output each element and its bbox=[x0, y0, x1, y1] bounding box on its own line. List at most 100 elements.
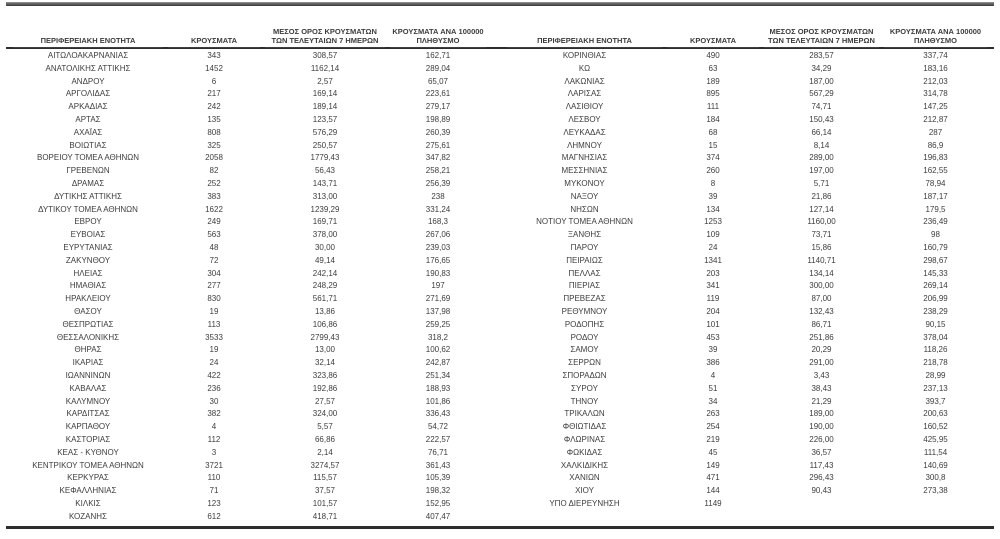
cell-7day-average: 300,00 bbox=[809, 281, 834, 291]
cell-per-100k: 271,69 bbox=[425, 294, 451, 304]
cell-7day-average: 2,14 bbox=[317, 447, 333, 457]
cell-7day-average: 5,57 bbox=[317, 422, 333, 432]
column-header-per-100k: ΚΡΟΥΣΜΑΤΑ ΑΝΑ 100000 ΠΛΗΘΥΣΜΟ bbox=[390, 22, 486, 48]
cell-7day-average: 561,71 bbox=[312, 294, 338, 304]
cell-per-100k: 218,78 bbox=[923, 358, 948, 368]
cell-region: ΑΧΑΪΑΣ bbox=[73, 127, 103, 137]
cell-7day-average: 8,14 bbox=[813, 140, 830, 150]
cell-7day-average: 143,71 bbox=[312, 178, 338, 188]
cell-per-100k: 162,55 bbox=[923, 166, 948, 176]
cell-region: ΜΕΣΣΗΝΙΑΣ bbox=[561, 166, 608, 176]
cell-per-100k: 242,87 bbox=[425, 358, 451, 368]
cell-cases: 382 bbox=[207, 409, 221, 419]
cell-region: ΔΥΤΙΚΗΣ ΑΤΤΙΚΗΣ bbox=[54, 191, 122, 201]
table-row: ΚΕΑΣ - ΚΥΘΝΟΥ 3 2,14 76,71 bbox=[13, 447, 486, 460]
cell-7day-average: 15,86 bbox=[811, 242, 832, 252]
cell-region: ΕΥΒΟΙΑΣ bbox=[70, 230, 106, 240]
cell-cases: 39 bbox=[708, 191, 718, 201]
cell-cases: 71 bbox=[209, 486, 219, 496]
cell-region: ΞΑΝΘΗΣ bbox=[567, 230, 602, 240]
cell-7day-average: 123,57 bbox=[312, 114, 338, 124]
table-row: ΑΡΤΑΣ 135 123,57 198,89 bbox=[13, 114, 486, 127]
cell-region: ΣΠΟΡΑΔΩΝ bbox=[562, 370, 607, 380]
cell-7day-average bbox=[764, 498, 879, 511]
cell-region: ΕΒΡΟΥ bbox=[74, 217, 102, 227]
column-header-cases: ΚΡΟΥΣΜΑΤΑ bbox=[667, 22, 759, 48]
cell-cases: 112 bbox=[207, 434, 221, 444]
table-row: ΗΡΑΚΛΕΙΟΥ 830 561,71 271,69 bbox=[13, 293, 486, 306]
table-row: ΘΕΣΣΑΛΟΝΙΚΗΣ 3533 2799,43 318,2 bbox=[13, 332, 486, 345]
cell-region: ΗΡΑΚΛΕΙΟΥ bbox=[65, 294, 111, 304]
cell-7day-average: 86,71 bbox=[811, 319, 832, 329]
cell-7day-average: 1779,43 bbox=[310, 153, 340, 163]
cell-per-100k: 273,38 bbox=[923, 486, 948, 496]
cell-7day-average: 106,86 bbox=[312, 319, 338, 329]
table-row: ΦΩΚΙΔΑΣ 45 36,57 111,54 bbox=[507, 447, 987, 460]
cell-cases: 453 bbox=[706, 332, 720, 342]
cell-region: ΛΕΣΒΟΥ bbox=[568, 114, 601, 124]
cell-cases: 304 bbox=[207, 268, 221, 278]
table-row: ΚΕΝΤΡΙΚΟΥ ΤΟΜΕΑ ΑΘΗΝΩΝ 3721 3274,57 361,… bbox=[13, 460, 486, 473]
cell-7day-average: 324,00 bbox=[312, 409, 338, 419]
cell-7day-average: 2,57 bbox=[317, 76, 333, 86]
column-header-region: ΠΕΡΙΦΕΡΕΙΑΚΗ ΕΝΟΤΗΤΑ bbox=[507, 22, 662, 48]
cell-cases: 242 bbox=[207, 102, 221, 112]
table-row: ΡΕΘΥΜΝΟΥ 204 132,43 238,29 bbox=[507, 306, 987, 319]
cell-cases: 260 bbox=[706, 166, 720, 176]
cell-cases: 6 bbox=[211, 76, 217, 86]
cell-cases: 123 bbox=[207, 498, 221, 508]
cell-7day-average: 242,14 bbox=[312, 268, 338, 278]
cell-cases: 386 bbox=[706, 358, 720, 368]
cell-region: ΒΟΡΕΙΟΥ ΤΟΜΕΑ ΑΘΗΝΩΝ bbox=[36, 153, 140, 163]
cell-region: ΦΘΙΩΤΙΔΑΣ bbox=[562, 422, 607, 432]
cell-per-100k: 105,39 bbox=[425, 473, 451, 483]
table-row: ΝΑΞΟΥ 39 21,86 187,17 bbox=[507, 191, 987, 204]
table-row: ΛΑΚΩΝΙΑΣ 189 187,00 212,03 bbox=[507, 76, 987, 89]
cell-per-100k: 188,93 bbox=[425, 383, 451, 393]
cell-cases: 51 bbox=[708, 383, 718, 393]
table-body-left: ΑΙΤΩΛΟΑΚΑΡΝΑΝΙΑΣ 343 308,57 162,71 ΑΝΑΤΟ… bbox=[13, 48, 486, 523]
cell-per-100k: 289,04 bbox=[425, 63, 451, 73]
column-header-per-100k: ΚΡΟΥΣΜΑΤΑ ΑΝΑ 100000 ΠΛΗΘΥΣΜΟ bbox=[884, 22, 987, 48]
cell-7day-average: 87,00 bbox=[811, 294, 832, 304]
table-row: ΓΡΕΒΕΝΩΝ 82 56,43 258,21 bbox=[13, 165, 486, 178]
cell-cases: 3721 bbox=[205, 460, 223, 470]
cell-7day-average: 74,71 bbox=[811, 102, 832, 112]
table-row: ΘΗΡΑΣ 19 13,00 100,62 bbox=[13, 344, 486, 357]
cell-per-100k: 196,83 bbox=[923, 153, 948, 163]
cell-7day-average: 115,57 bbox=[313, 473, 337, 483]
cell-per-100k: 300,8 bbox=[925, 473, 946, 483]
cell-region: ΘΗΡΑΣ bbox=[74, 345, 102, 355]
cell-per-100k: 222,57 bbox=[425, 434, 451, 444]
cell-cases: 45 bbox=[708, 447, 718, 457]
table-row: ΚΕΦΑΛΛΗΝΙΑΣ 71 37,57 198,32 bbox=[13, 485, 486, 498]
cell-7day-average: 2799,43 bbox=[310, 332, 340, 342]
table-row: ΒΟΙΩΤΙΑΣ 325 250,57 275,61 bbox=[13, 140, 486, 153]
table-row: ΝΗΣΩΝ 134 127,14 179,5 bbox=[507, 204, 987, 217]
cell-region: ΚΙΛΚΙΣ bbox=[75, 498, 101, 508]
table-row: ΣΥΡΟΥ 51 38,43 237,13 bbox=[507, 383, 987, 396]
table-row: ΜΕΣΣΗΝΙΑΣ 260 197,00 162,55 bbox=[507, 165, 987, 178]
cell-region: ΛΕΥΚΑΔΑΣ bbox=[563, 127, 606, 137]
cell-7day-average: 38,43 bbox=[811, 383, 832, 393]
table-row: ΛΕΥΚΑΔΑΣ 68 66,14 287 bbox=[507, 127, 987, 140]
cell-cases: 101 bbox=[706, 319, 720, 329]
cell-per-100k: 137,98 bbox=[425, 306, 451, 316]
cell-per-100k: 198,32 bbox=[425, 486, 451, 496]
cell-per-100k: 78,94 bbox=[925, 178, 946, 188]
table-row: ΠΕΙΡΑΙΩΣ 1341 1140,71 298,67 bbox=[507, 255, 987, 268]
column-header-7day-average: ΜΕΣΟΣ ΟΡΟΣ ΚΡΟΥΣΜΑΤΩΝ ΤΩΝ ΤΕΛΕΥΤΑΙΩΝ 7 Η… bbox=[764, 22, 879, 48]
table-row: ΘΑΣΟΥ 19 13,86 137,98 bbox=[13, 306, 486, 319]
cell-region: ΑΡΚΑΔΙΑΣ bbox=[68, 102, 108, 112]
table-row: ΜΥΚΟΝΟΥ 8 5,71 78,94 bbox=[507, 178, 987, 191]
cell-cases: 471 bbox=[706, 473, 720, 483]
cell-region: ΝΑΞΟΥ bbox=[570, 191, 599, 201]
cell-7day-average: 289,00 bbox=[809, 153, 834, 163]
cell-region: ΗΛΕΙΑΣ bbox=[73, 268, 103, 278]
cell-per-100k: 111,54 bbox=[923, 447, 948, 457]
cell-per-100k: 86,9 bbox=[927, 140, 944, 150]
table-row: ΛΕΣΒΟΥ 184 150,43 212,87 bbox=[507, 114, 987, 127]
cell-region: ΛΑΚΩΝΙΑΣ bbox=[564, 76, 605, 86]
table-row: ΠΙΕΡΙΑΣ 341 300,00 269,14 bbox=[507, 280, 987, 293]
